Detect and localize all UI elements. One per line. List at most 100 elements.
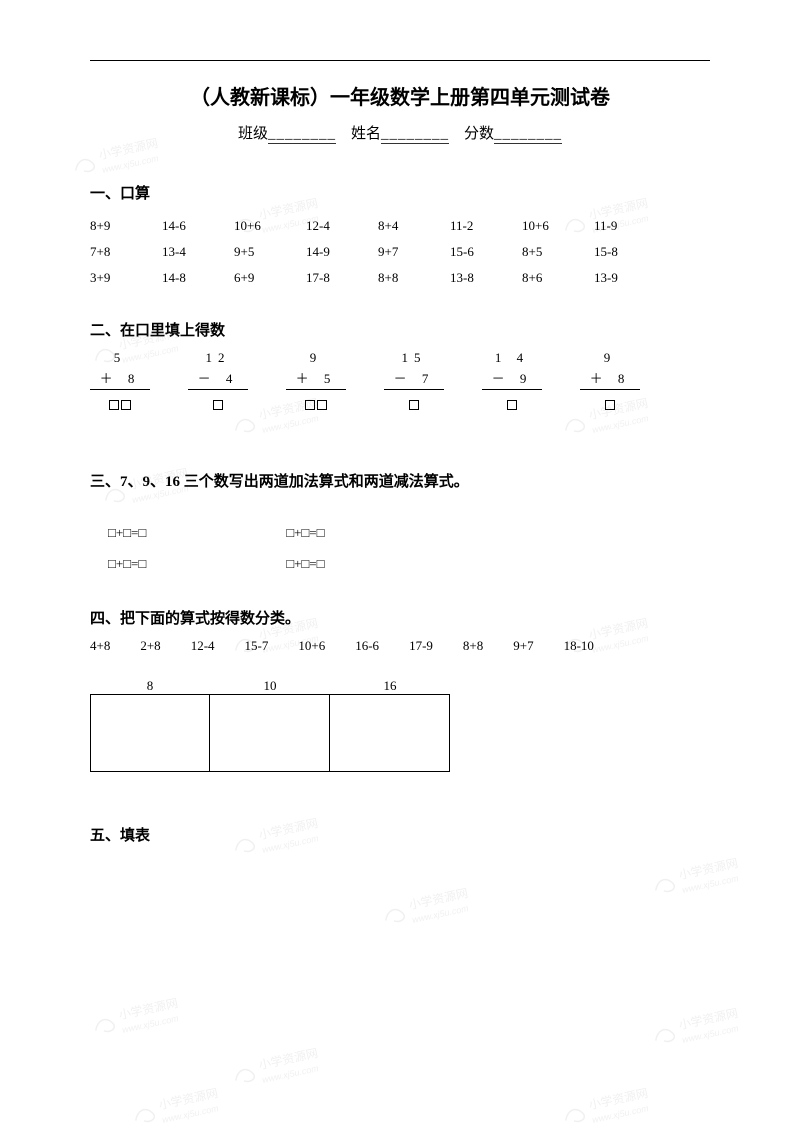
name-blank[interactable]: ________ bbox=[381, 126, 449, 144]
svg-text:小学资源网: 小学资源网 bbox=[587, 1085, 649, 1112]
q2-head: 二、在口里填上得数 bbox=[90, 319, 710, 340]
name-label: 姓名 bbox=[351, 126, 381, 142]
q4-boxes bbox=[90, 694, 710, 772]
q4-item: 4+8 bbox=[90, 638, 110, 654]
vop-answer[interactable] bbox=[188, 396, 248, 412]
q4-col-header: 8 bbox=[90, 678, 210, 694]
watermark: 小学资源网 www.xj5u.com bbox=[558, 1079, 673, 1135]
svg-text:小学资源网: 小学资源网 bbox=[677, 855, 739, 882]
svg-text:小学资源网: 小学资源网 bbox=[117, 995, 179, 1022]
vertical-op: 1 4－ 9 bbox=[482, 350, 542, 412]
q4-item: 18-10 bbox=[564, 638, 594, 654]
q1-cell: 10+6 bbox=[522, 213, 594, 239]
q1-head: 一、口算 bbox=[90, 182, 710, 203]
q1-cell: 11-2 bbox=[450, 213, 522, 239]
svg-text:www.xj5u.com: www.xj5u.com bbox=[411, 903, 470, 925]
q1-cell: 12-4 bbox=[306, 213, 378, 239]
score-blank[interactable]: ________ bbox=[494, 126, 562, 144]
q4-list: 4+82+812-415-710+616-617-98+89+718-10 bbox=[90, 638, 710, 654]
q4-item: 10+6 bbox=[298, 638, 325, 654]
student-info-line: 班级________ 姓名________ 分数________ bbox=[90, 122, 710, 144]
vop-top: 9 bbox=[286, 350, 346, 366]
vop-op: ＋ 8 bbox=[90, 368, 150, 390]
vertical-op: 15－ 7 bbox=[384, 350, 444, 412]
vertical-op: 9＋ 8 bbox=[580, 350, 640, 412]
svg-text:www.xj5u.com: www.xj5u.com bbox=[591, 1103, 650, 1125]
page-title: （人教新课标）一年级数学上册第四单元测试卷 bbox=[90, 81, 710, 110]
class-label: 班级 bbox=[238, 126, 268, 142]
watermark: 小学资源网 www.xj5u.com bbox=[648, 999, 763, 1055]
q3-expr: □+□=□ bbox=[108, 517, 146, 548]
q1-cell: 14-6 bbox=[162, 213, 234, 239]
q1-cell: 13-9 bbox=[594, 265, 666, 291]
q5-head: 五、填表 bbox=[90, 824, 710, 845]
q1-cell: 10+6 bbox=[234, 213, 306, 239]
svg-text:www.xj5u.com: www.xj5u.com bbox=[101, 153, 160, 175]
q1-row: 7+813-49+514-99+715-68+515-8 bbox=[90, 239, 710, 265]
vop-answer[interactable] bbox=[482, 396, 542, 412]
q4-box[interactable] bbox=[210, 694, 330, 772]
q1-cell: 14-8 bbox=[162, 265, 234, 291]
q1-cell: 13-8 bbox=[450, 265, 522, 291]
svg-text:小学资源网: 小学资源网 bbox=[407, 885, 469, 912]
watermark: 小学资源网 www.xj5u.com bbox=[648, 849, 763, 905]
top-rule bbox=[90, 60, 710, 61]
q4-col-header: 10 bbox=[210, 678, 330, 694]
q4-item: 8+8 bbox=[463, 638, 483, 654]
q1-cell: 8+6 bbox=[522, 265, 594, 291]
q4-headers: 81016 bbox=[90, 678, 710, 694]
q1-cell: 6+9 bbox=[234, 265, 306, 291]
q1-cell: 3+9 bbox=[90, 265, 162, 291]
vop-answer[interactable] bbox=[286, 396, 346, 412]
svg-text:www.xj5u.com: www.xj5u.com bbox=[261, 413, 320, 435]
q4-item: 12-4 bbox=[191, 638, 215, 654]
q1-row: 8+914-610+612-48+411-210+611-9 bbox=[90, 213, 710, 239]
q1-cell: 14-9 bbox=[306, 239, 378, 265]
watermark: 小学资源网 www.xj5u.com bbox=[128, 1079, 243, 1135]
class-blank[interactable]: ________ bbox=[268, 126, 336, 144]
q4-head: 四、把下面的算式按得数分类。 bbox=[90, 607, 710, 628]
watermark: 小学资源网 www.xj5u.com bbox=[88, 989, 203, 1045]
vop-op: － 4 bbox=[188, 368, 248, 390]
q4-table: 81016 bbox=[90, 678, 710, 772]
svg-text:www.xj5u.com: www.xj5u.com bbox=[161, 1103, 220, 1125]
watermark: 小学资源网 www.xj5u.com bbox=[228, 1039, 343, 1095]
q1-cell: 15-8 bbox=[594, 239, 666, 265]
q4-box[interactable] bbox=[330, 694, 450, 772]
vop-top: 12 bbox=[188, 350, 248, 366]
q1-cell: 8+5 bbox=[522, 239, 594, 265]
vop-answer[interactable] bbox=[384, 396, 444, 412]
q4-col-header: 16 bbox=[330, 678, 450, 694]
q1-cell: 8+9 bbox=[90, 213, 162, 239]
q4-item: 2+8 bbox=[140, 638, 160, 654]
q4-item: 15-7 bbox=[245, 638, 269, 654]
vop-op: ＋ 5 bbox=[286, 368, 346, 390]
q1-cell: 8+8 bbox=[378, 265, 450, 291]
svg-text:小学资源网: 小学资源网 bbox=[677, 1005, 739, 1032]
vertical-op: 12－ 4 bbox=[188, 350, 248, 412]
q1-row: 3+914-86+917-88+813-88+613-9 bbox=[90, 265, 710, 291]
vop-answer[interactable] bbox=[580, 396, 640, 412]
vop-top: 1 4 bbox=[482, 350, 542, 366]
vertical-op: 9＋ 5 bbox=[286, 350, 346, 412]
q1-cell: 15-6 bbox=[450, 239, 522, 265]
vop-top: 15 bbox=[384, 350, 444, 366]
svg-text:www.xj5u.com: www.xj5u.com bbox=[261, 1063, 320, 1085]
vop-answer[interactable] bbox=[90, 396, 150, 412]
vertical-op: 5＋ 8 bbox=[90, 350, 150, 412]
q3-expr: □+□=□ bbox=[286, 517, 324, 548]
watermark: 小学资源网 www.xj5u.com bbox=[378, 879, 493, 935]
q1-cell: 11-9 bbox=[594, 213, 666, 239]
vop-op: － 7 bbox=[384, 368, 444, 390]
q1-grid: 8+914-610+612-48+411-210+611-97+813-49+5… bbox=[90, 213, 710, 291]
q2-wrap: 5＋ 812－ 49＋ 515－ 71 4－ 99＋ 8 bbox=[90, 350, 710, 412]
q4-box[interactable] bbox=[90, 694, 210, 772]
q1-cell: 17-8 bbox=[306, 265, 378, 291]
q4-item: 9+7 bbox=[513, 638, 533, 654]
vop-op: ＋ 8 bbox=[580, 368, 640, 390]
q1-cell: 9+5 bbox=[234, 239, 306, 265]
q3-rows: □+□=□ □+□=□ □+□=□ □+□=□ bbox=[108, 517, 710, 579]
svg-text:www.xj5u.com: www.xj5u.com bbox=[681, 1023, 740, 1045]
q1-cell: 13-4 bbox=[162, 239, 234, 265]
q1-cell: 7+8 bbox=[90, 239, 162, 265]
